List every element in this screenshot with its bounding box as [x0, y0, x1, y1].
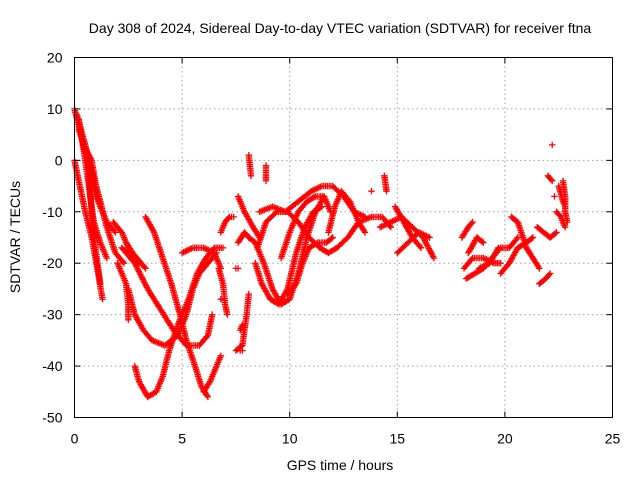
data-point-markers: [118, 244, 216, 349]
series-track-46: [555, 182, 569, 210]
data-point-markers: [114, 260, 132, 323]
data-point-markers: [217, 296, 224, 303]
data-point-markers: [142, 213, 212, 401]
series-track-12: [114, 260, 132, 323]
series-track-9: [142, 213, 212, 401]
data-point-markers: [458, 218, 476, 241]
data-point-markers: [234, 229, 252, 246]
data-point-markers: [178, 244, 224, 272]
data-point-markers: [555, 182, 569, 210]
y-tick-label: 20: [47, 50, 63, 66]
data-point-markers: [200, 352, 224, 395]
series-track-36: [465, 234, 487, 257]
data-point-markers: [553, 208, 569, 231]
data-point-markers: [465, 234, 487, 257]
data-point-markers: [534, 224, 560, 241]
data-point-markers: [245, 152, 255, 179]
x-axis-label: GPS time / hours: [287, 457, 394, 473]
series-track-47: [368, 188, 375, 195]
series-track-16: [215, 265, 231, 318]
series-track-42: [536, 270, 554, 287]
data-point-markers: [284, 234, 336, 298]
series-track-33: [394, 229, 433, 257]
data-point-markers: [217, 213, 233, 236]
data-point-markers: [237, 347, 246, 354]
x-tick-label: 10: [282, 431, 298, 447]
series-track-18: [232, 290, 252, 354]
y-tick-label: -10: [42, 204, 62, 220]
data-point-markers: [234, 193, 263, 241]
chart-title: Day 308 of 2024, Sidereal Day-to-day VTE…: [89, 20, 592, 36]
y-tick-label: 0: [55, 152, 63, 168]
series-track-19: [234, 229, 252, 246]
series-track-22: [254, 208, 394, 257]
series-track-28: [245, 152, 255, 179]
series-track-14: [110, 218, 143, 267]
tick-marks: [74, 57, 613, 418]
series-track-53: [228, 213, 237, 221]
series-track-25: [284, 234, 336, 298]
data-point-markers: [381, 172, 390, 195]
data-point-markers: [79, 141, 104, 210]
series-track-51: [237, 321, 246, 334]
series-track-26: [325, 188, 369, 236]
data-point-markers: [131, 244, 227, 401]
y-tick-label: -40: [42, 358, 62, 374]
series-track-41: [534, 224, 560, 241]
y-tick-label: 10: [47, 101, 63, 117]
data-point-markers: [551, 193, 558, 200]
series-track-44: [553, 208, 569, 231]
series-track-48: [549, 141, 556, 149]
data-point-markers: [368, 188, 375, 195]
data-point-markers: [394, 229, 433, 257]
series-track-17: [217, 213, 233, 236]
series-track-27: [234, 193, 263, 241]
series-track-49: [551, 193, 558, 200]
data-point-markers: [232, 290, 252, 354]
data-point-markers: [475, 244, 502, 272]
data-point-markers: [277, 193, 334, 262]
data-point-markers: [110, 218, 143, 267]
data-point-markers: [508, 213, 543, 272]
x-tick-label: 25: [605, 431, 621, 447]
series-track-52: [217, 296, 224, 303]
series-track-29: [262, 162, 270, 185]
data-point-markers: [215, 265, 231, 318]
data-point-markers: [549, 141, 556, 149]
data-point-markers: [254, 208, 394, 257]
data-point-markers: [544, 172, 556, 185]
data-point-markers: [536, 270, 554, 287]
series-track-54: [232, 265, 242, 272]
series-track-40: [508, 213, 543, 272]
y-tick-label: -50: [42, 410, 62, 426]
series-track-38: [458, 218, 476, 241]
tick-labels: 0 5 10 15 20 25 -50 -40 -30 -20 -10 0 10 20: [42, 50, 620, 447]
series-track-39: [475, 244, 502, 272]
series-track-30: [381, 172, 390, 195]
x-tick-label: 20: [497, 431, 513, 447]
series-track-11: [200, 352, 224, 395]
data-point-markers: [237, 321, 246, 334]
data-layer: [71, 105, 571, 401]
x-tick-label: 15: [390, 431, 406, 447]
y-axis-label: SDTVAR / TECUs: [7, 181, 23, 293]
series-track-43: [544, 172, 556, 185]
series-track-24: [277, 193, 334, 262]
series-track-15: [178, 244, 224, 272]
x-tick-label: 5: [178, 431, 186, 447]
series-track-50: [237, 347, 246, 354]
data-point-markers: [262, 162, 270, 185]
series-track-7: [118, 244, 216, 349]
data-point-markers: [325, 188, 369, 236]
y-tick-label: -20: [42, 255, 62, 271]
data-point-markers: [232, 265, 242, 272]
series-track-10: [131, 244, 227, 401]
data-point-markers: [228, 213, 237, 221]
x-tick-label: 0: [71, 431, 79, 447]
plot-frame: [74, 57, 613, 418]
series-track-6: [79, 141, 104, 210]
y-tick-label: -30: [42, 307, 62, 323]
